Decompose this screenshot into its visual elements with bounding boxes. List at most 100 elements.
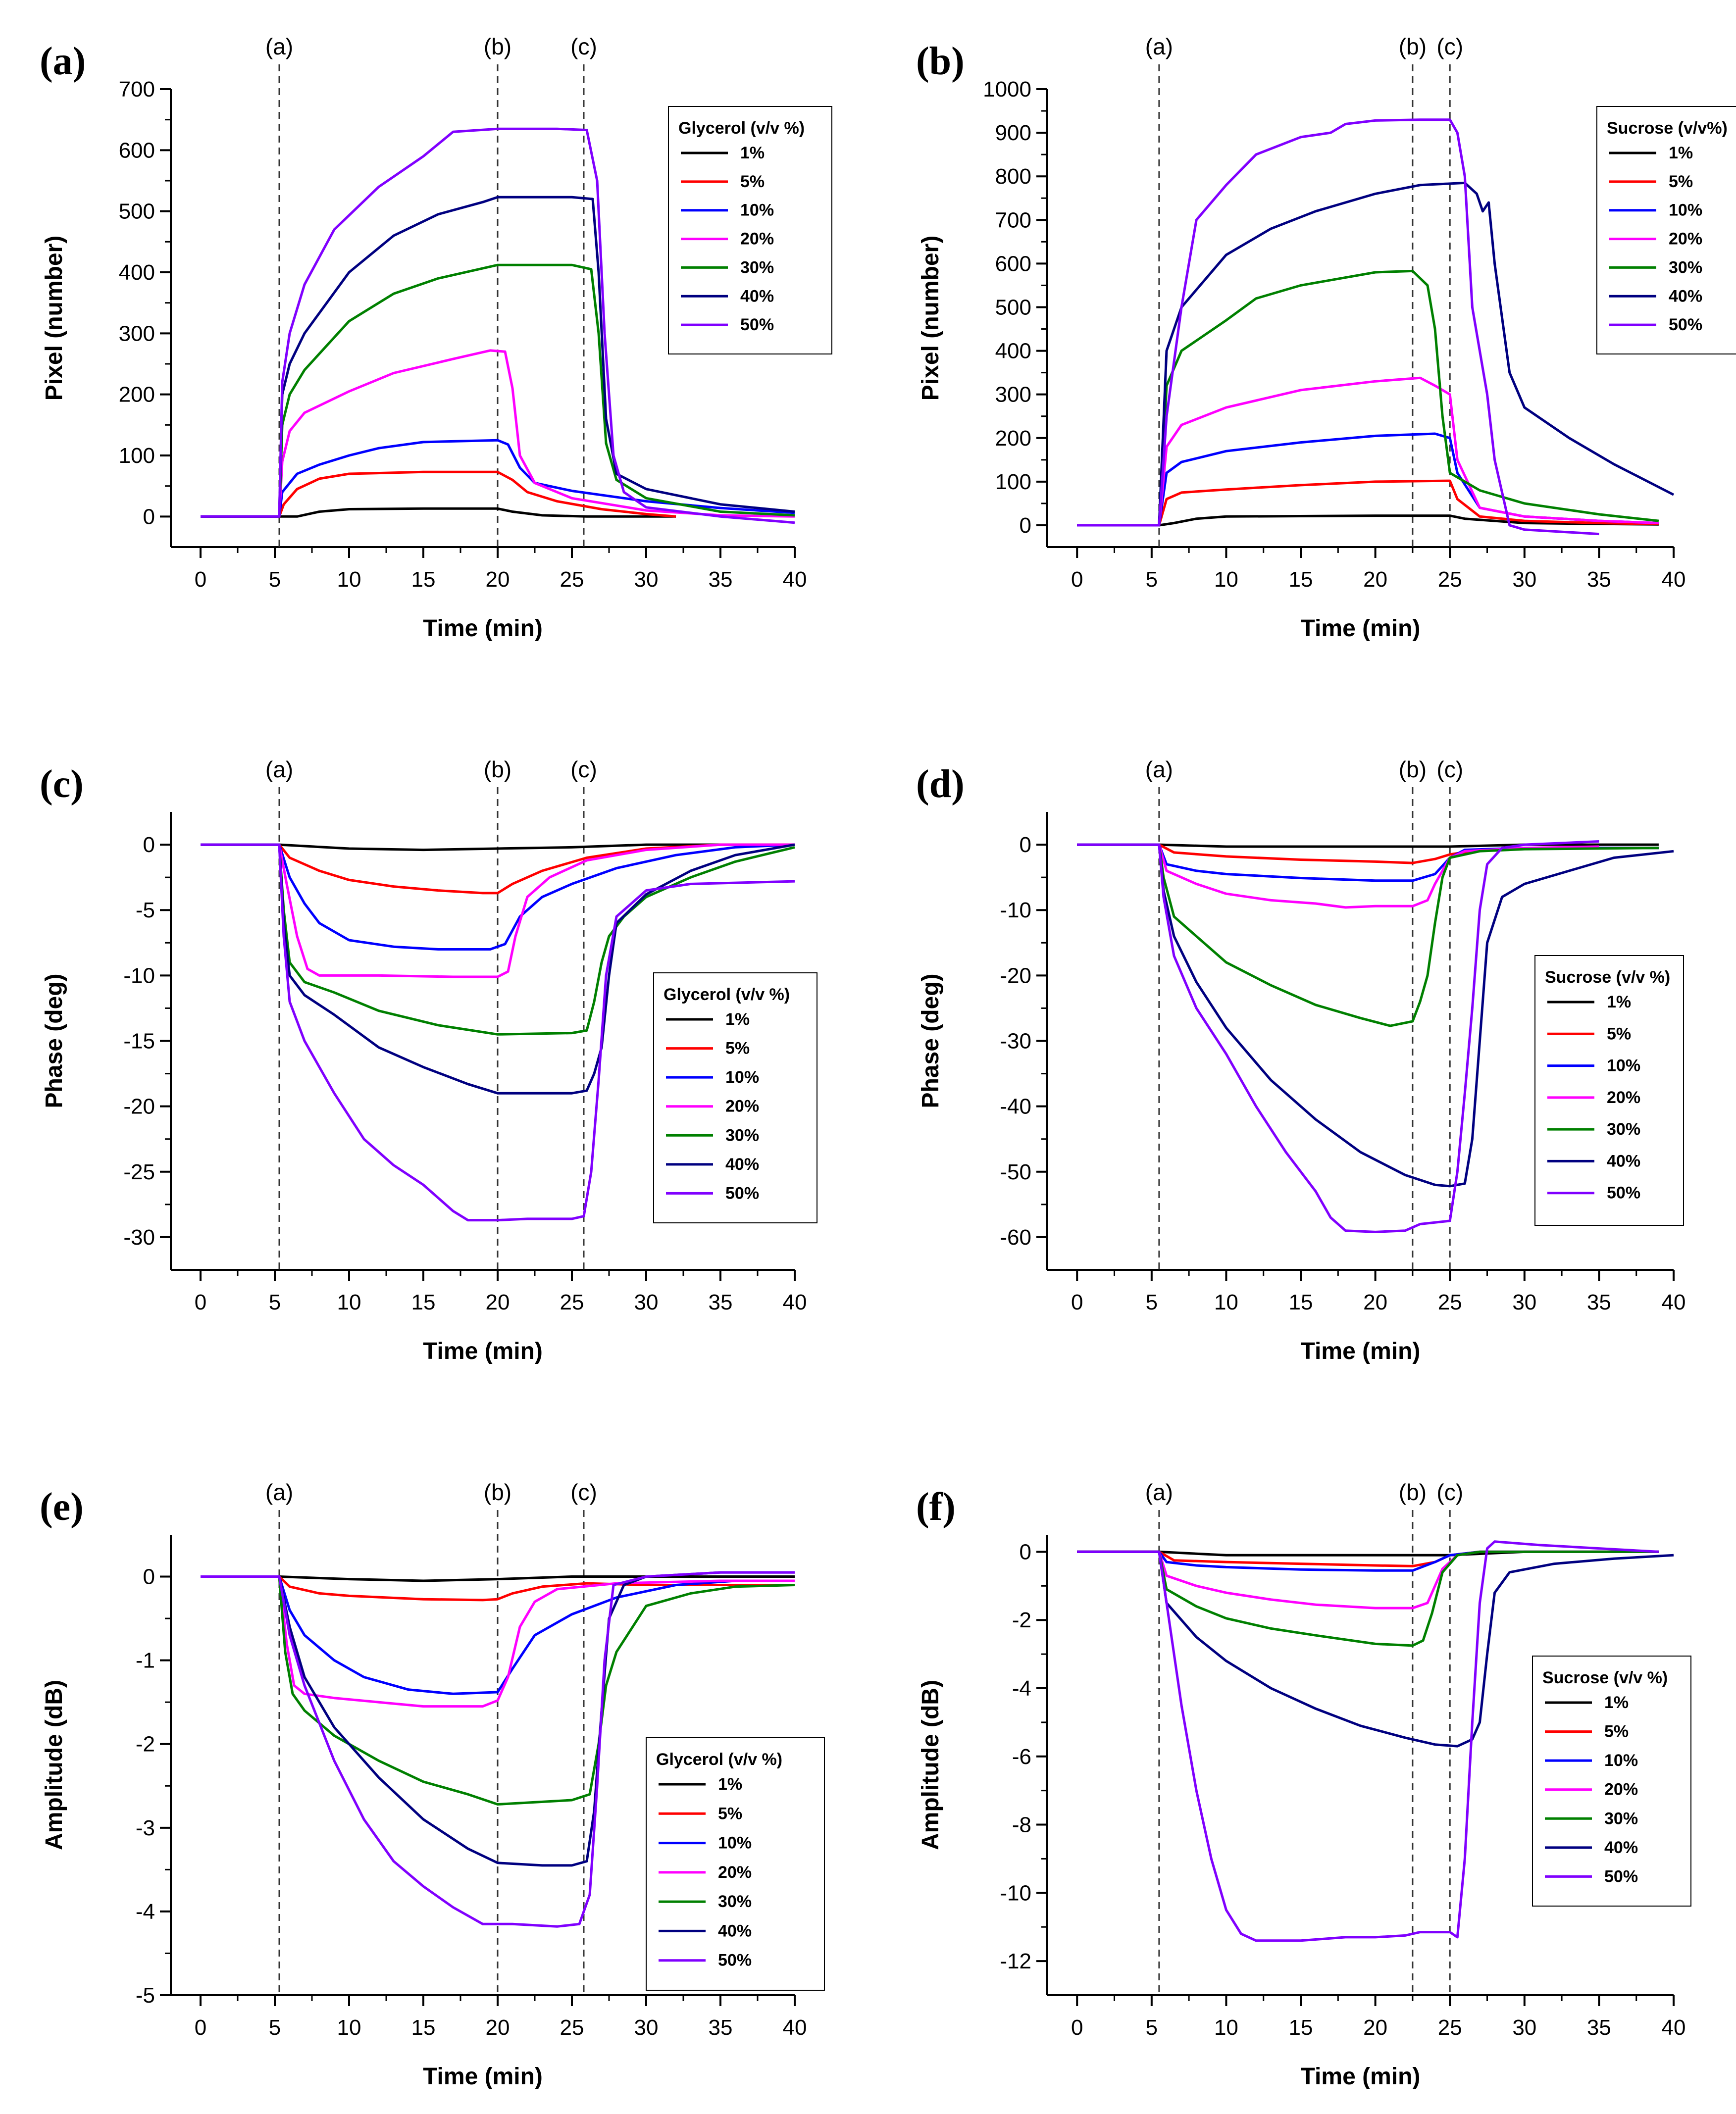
series-line-5pct bbox=[1077, 479, 1659, 527]
x-tick-label: 5 bbox=[1146, 567, 1158, 592]
x-tick-label: 10 bbox=[1214, 1290, 1238, 1314]
legend-label: 1% bbox=[1604, 1693, 1629, 1712]
y-tick-label: 1000 bbox=[983, 77, 1031, 101]
legend-label: 20% bbox=[718, 1863, 752, 1882]
series-line-20pct bbox=[201, 843, 795, 978]
legend-label: 20% bbox=[1669, 230, 1702, 249]
legend-label: 1% bbox=[1669, 144, 1693, 162]
y-tick-label: 0 bbox=[143, 504, 155, 529]
y-tick-label: 600 bbox=[995, 252, 1031, 276]
y-tick-label: -10 bbox=[123, 963, 155, 988]
y-axis-title: Amplitude (dB) bbox=[918, 1680, 944, 1850]
x-tick-label: 5 bbox=[269, 1290, 281, 1314]
legend-box bbox=[1534, 955, 1684, 1226]
legend-title: Sucrose (v/v %) bbox=[1545, 968, 1670, 987]
x-tick-label: 20 bbox=[1363, 2015, 1387, 2040]
legend-label: 50% bbox=[1607, 1184, 1640, 1203]
legend-label: 10% bbox=[1607, 1057, 1640, 1075]
x-tick-label: 40 bbox=[783, 567, 807, 592]
series-line-40pct bbox=[1077, 843, 1674, 1188]
legend-label: 20% bbox=[740, 230, 774, 249]
y-tick-label: -25 bbox=[123, 1160, 155, 1184]
legend-box bbox=[1596, 106, 1736, 354]
legend-label: 5% bbox=[718, 1804, 742, 1823]
y-tick-label: 0 bbox=[143, 1565, 155, 1589]
x-tick-label: 40 bbox=[1662, 2015, 1686, 2040]
series-line-40pct bbox=[201, 1571, 795, 1867]
series-line-30pct bbox=[201, 263, 795, 518]
x-axis-title: Time (min) bbox=[423, 615, 543, 642]
legend-label: 5% bbox=[1607, 1024, 1631, 1043]
y-axis-title: Amplitude (dB) bbox=[41, 1680, 67, 1850]
x-tick-label: 20 bbox=[1363, 1290, 1387, 1314]
x-tick-label: 0 bbox=[1071, 567, 1083, 592]
legend-box bbox=[668, 106, 832, 354]
legend-label: 30% bbox=[740, 258, 774, 277]
series-line-10pct bbox=[1077, 843, 1659, 882]
legend-title: Glycerol (v/v %) bbox=[678, 119, 805, 138]
x-tick-label: 15 bbox=[411, 1290, 436, 1314]
series-line-1pct bbox=[1077, 514, 1659, 527]
y-tick-label: -30 bbox=[1000, 1029, 1031, 1054]
series-line-30pct bbox=[201, 843, 795, 1036]
x-tick-label: 35 bbox=[1587, 1290, 1611, 1314]
y-tick-label: 400 bbox=[119, 260, 155, 285]
legend-label: 1% bbox=[740, 144, 765, 162]
x-tick-label: 10 bbox=[1214, 567, 1238, 592]
x-tick-label: 40 bbox=[783, 1290, 807, 1314]
x-tick-label: 25 bbox=[560, 2015, 584, 2040]
x-tick-label: 0 bbox=[1071, 1290, 1083, 1314]
marker-label: (b) bbox=[1399, 34, 1427, 59]
x-tick-label: 0 bbox=[1071, 2015, 1083, 2040]
panel-label: (a) bbox=[40, 40, 86, 83]
x-axis-title: Time (min) bbox=[1301, 2064, 1421, 2090]
legend-label: 40% bbox=[1607, 1152, 1640, 1170]
x-tick-label: 5 bbox=[1146, 1290, 1158, 1314]
marker-label: (b) bbox=[1399, 1479, 1427, 1505]
series-line-30pct bbox=[1077, 843, 1659, 1027]
legend-label: 30% bbox=[718, 1892, 752, 1911]
y-tick-label: -10 bbox=[1000, 898, 1031, 922]
y-tick-label: -40 bbox=[1000, 1095, 1031, 1119]
marker-label: (a) bbox=[265, 1479, 293, 1505]
x-tick-label: 30 bbox=[1512, 2015, 1536, 2040]
legend-label: 20% bbox=[725, 1097, 759, 1116]
legend-label: 10% bbox=[725, 1068, 759, 1087]
legend-title: Glycerol (v/v %) bbox=[656, 1750, 782, 1769]
legend-label: 50% bbox=[740, 315, 774, 334]
series-line-5pct bbox=[201, 470, 676, 518]
legend-label: 20% bbox=[1604, 1780, 1638, 1799]
y-tick-label: -2 bbox=[1012, 1608, 1031, 1632]
y-tick-label: 500 bbox=[119, 200, 155, 224]
x-tick-label: 30 bbox=[634, 567, 659, 592]
y-tick-label: 300 bbox=[119, 321, 155, 346]
series-line-40pct bbox=[1077, 1550, 1674, 1748]
x-tick-label: 20 bbox=[1363, 567, 1387, 592]
y-tick-label: 0 bbox=[1020, 513, 1031, 538]
legend-label: 30% bbox=[1607, 1120, 1640, 1139]
y-tick-label: -3 bbox=[136, 1816, 155, 1840]
legend: Glycerol (v/v %) 1% 5% 10% 20% 30% 40% 50% bbox=[646, 1737, 825, 1991]
legend-label: 5% bbox=[1604, 1722, 1629, 1741]
marker-label: (a) bbox=[1145, 756, 1173, 782]
x-tick-label: 5 bbox=[269, 2015, 281, 2040]
x-tick-label: 15 bbox=[1289, 567, 1313, 592]
y-tick-label: -50 bbox=[1000, 1160, 1031, 1184]
series-line-30pct bbox=[201, 1575, 795, 1806]
series-line-20pct bbox=[1077, 843, 1599, 909]
panel-label: (b) bbox=[916, 40, 965, 83]
series-line-5pct bbox=[201, 1575, 795, 1602]
y-tick-label: -2 bbox=[136, 1732, 155, 1757]
marker-label: (c) bbox=[1436, 756, 1463, 782]
legend-label: 1% bbox=[718, 1775, 742, 1794]
series-line-50pct bbox=[201, 127, 795, 524]
y-tick-label: -4 bbox=[1012, 1676, 1031, 1701]
legend-title: Sucrose (v/v %) bbox=[1542, 1668, 1668, 1687]
legend-label: 40% bbox=[740, 287, 774, 305]
x-tick-label: 25 bbox=[560, 1290, 584, 1314]
x-tick-label: 30 bbox=[634, 2015, 659, 2040]
legend-box bbox=[653, 972, 817, 1223]
legend-label: 10% bbox=[718, 1834, 752, 1853]
panel-d: (d) 0 5 10 15 20 25 30 35 40 0 -10 -20 -30 -40 -50 -60 Ti… bbox=[916, 756, 1685, 1364]
y-tick-label: -6 bbox=[1012, 1745, 1031, 1769]
